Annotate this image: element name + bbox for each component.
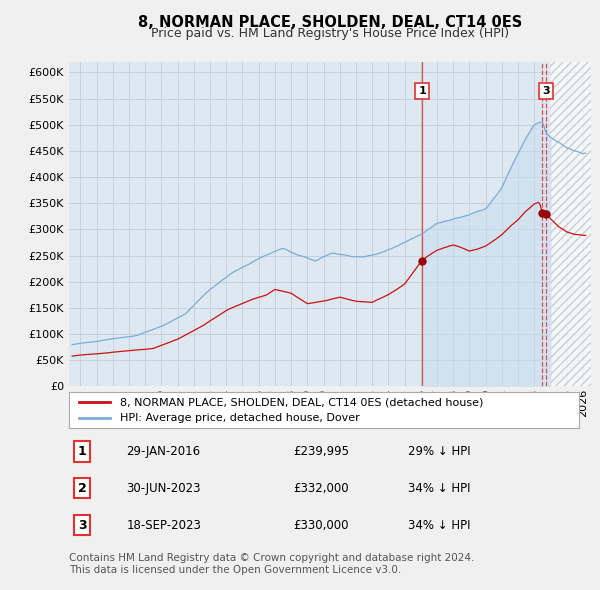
Text: 3: 3: [78, 519, 86, 532]
Text: £330,000: £330,000: [293, 519, 349, 532]
Text: 34% ↓ HPI: 34% ↓ HPI: [409, 481, 471, 495]
Text: 8, NORMAN PLACE, SHOLDEN, DEAL, CT14 0ES (detached house): 8, NORMAN PLACE, SHOLDEN, DEAL, CT14 0ES…: [120, 397, 484, 407]
Text: 1: 1: [418, 86, 426, 96]
Text: £332,000: £332,000: [293, 481, 349, 495]
Text: 30-JUN-2023: 30-JUN-2023: [127, 481, 201, 495]
Bar: [550, 62, 591, 386]
Text: 29-JAN-2016: 29-JAN-2016: [127, 445, 200, 458]
Text: 34% ↓ HPI: 34% ↓ HPI: [409, 519, 471, 532]
Text: 2: 2: [77, 481, 86, 495]
Text: HPI: Average price, detached house, Dover: HPI: Average price, detached house, Dove…: [120, 413, 360, 423]
Text: £239,995: £239,995: [293, 445, 349, 458]
Text: 8, NORMAN PLACE, SHOLDEN, DEAL, CT14 0ES: 8, NORMAN PLACE, SHOLDEN, DEAL, CT14 0ES: [138, 15, 522, 30]
Text: 18-SEP-2023: 18-SEP-2023: [127, 519, 201, 532]
Text: 29% ↓ HPI: 29% ↓ HPI: [409, 445, 471, 458]
Text: 1: 1: [77, 445, 86, 458]
Text: Price paid vs. HM Land Registry's House Price Index (HPI): Price paid vs. HM Land Registry's House …: [151, 27, 509, 40]
Text: 3: 3: [542, 86, 550, 96]
Text: Contains HM Land Registry data © Crown copyright and database right 2024.
This d: Contains HM Land Registry data © Crown c…: [69, 553, 475, 575]
